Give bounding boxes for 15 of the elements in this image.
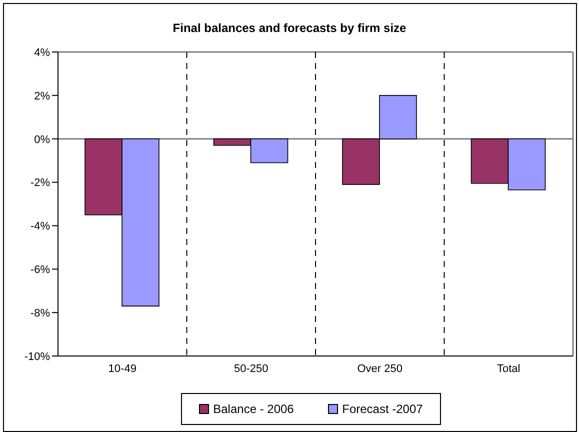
y-tick-label: 0% (34, 134, 50, 146)
y-tick-label: -6% (30, 264, 50, 276)
y-tick-label: -8% (30, 307, 50, 320)
y-tick-label: -10% (24, 350, 50, 363)
legend-label: Forecast -2007 (342, 402, 423, 416)
x-tick-label: 10-49 (108, 362, 136, 375)
y-tick-label: -4% (30, 220, 50, 233)
legend-label: Balance - 2006 (213, 402, 294, 416)
y-tick-label: -2% (30, 177, 50, 190)
x-tick-label: 50-250 (234, 362, 268, 375)
y-tick-label: 2% (34, 90, 50, 102)
x-tick-label: Total (497, 362, 520, 375)
chart-title: Final balances and forecasts by firm size (172, 21, 408, 35)
x-tick-label: Over 250 (357, 362, 402, 375)
y-tick-label: 4% (34, 46, 50, 59)
